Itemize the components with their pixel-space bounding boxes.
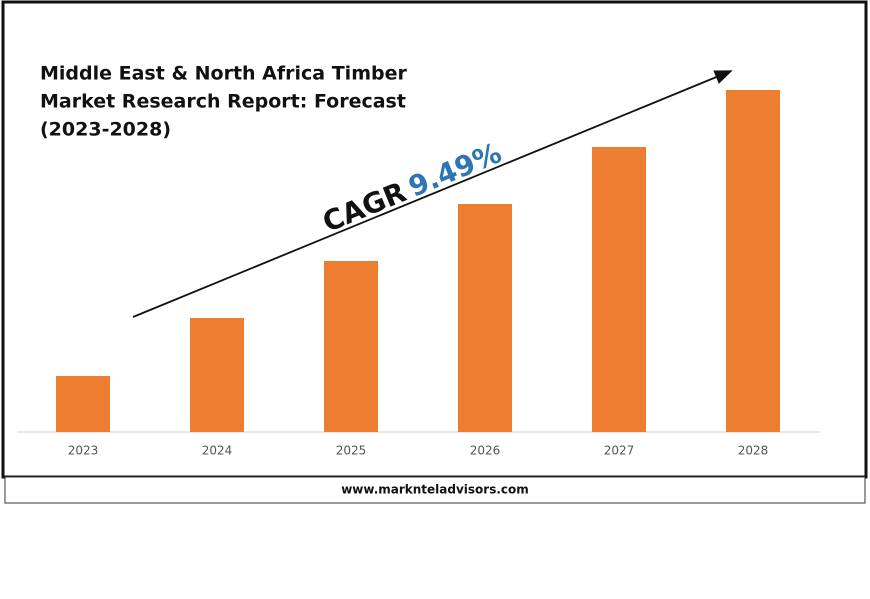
x-tick-label: 2024 — [202, 444, 233, 458]
chart-title: Market Research Report: Forecast — [40, 91, 406, 113]
chart-title: (2023-2028) — [40, 119, 171, 141]
bar — [592, 147, 646, 432]
x-tick-label: 2025 — [336, 444, 367, 458]
chart-title: Middle East & North Africa Timber — [40, 63, 407, 85]
bar — [190, 318, 244, 432]
bar — [324, 261, 378, 432]
trend-arrow — [132, 70, 733, 318]
bar — [56, 376, 110, 432]
bar — [726, 90, 780, 432]
footer: www.marknteladvisors.com — [341, 483, 529, 497]
footer-box — [4, 476, 866, 504]
x-tick-label: 2027 — [604, 444, 635, 458]
x-tick-label: 2026 — [470, 444, 501, 458]
bar — [458, 204, 512, 432]
x-tick-label: 2023 — [68, 444, 99, 458]
x-tick-label: 2028 — [738, 444, 769, 458]
